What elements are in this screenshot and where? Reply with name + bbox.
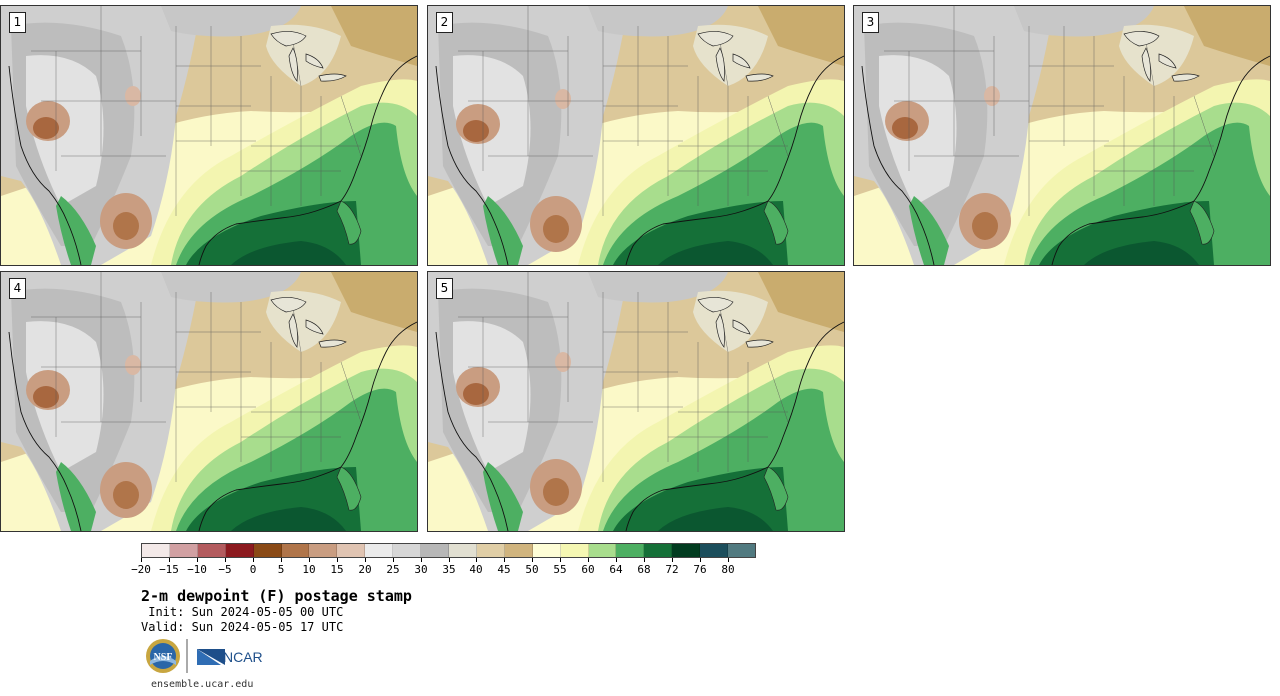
- colorbar-swatch: [476, 544, 505, 557]
- ensemble-member-map-1[interactable]: 1: [0, 5, 418, 266]
- colorbar-tick: [476, 558, 477, 562]
- colorbar-swatch: [644, 544, 673, 557]
- colorbar-tick: [281, 558, 282, 562]
- colorbar-tick-label: 40: [469, 563, 483, 576]
- colorbar-tick: [225, 558, 226, 562]
- colorbar-tick: [672, 558, 673, 562]
- colorbar-tick: [644, 558, 645, 562]
- colorbar-tick-labels: −20 −15 −10 −5 0 5 10 15 20 25 30 35 40 45 50 55 60 64 68 7…: [131, 558, 756, 578]
- colorbar-swatch: [281, 544, 310, 557]
- colorbar-swatch: [504, 544, 533, 557]
- colorbar-tick-label: 64: [609, 563, 623, 576]
- nsf-logo-icon: NSF: [146, 639, 180, 673]
- ensemble-member-map-3[interactable]: 3: [853, 5, 1271, 266]
- colorbar-tick: [532, 558, 533, 562]
- member-number-badge: 1: [9, 12, 26, 33]
- colorbar-tick-label: 30: [414, 563, 428, 576]
- colorbar-tick: [253, 558, 254, 562]
- colorbar-tick-label: 72: [665, 563, 679, 576]
- dewpoint-map-image: [428, 272, 844, 531]
- ensemble-member-map-2[interactable]: 2: [427, 5, 845, 266]
- colorbar-tick-label: 80: [721, 563, 735, 576]
- colorbar-swatch: [393, 544, 422, 557]
- valid-time: Valid: Sun 2024-05-05 17 UTC: [141, 620, 344, 634]
- svg-text:NCAR: NCAR: [223, 649, 263, 665]
- colorbar-tick: [337, 558, 338, 562]
- colorbar-swatch: [253, 544, 282, 557]
- colorbar-swatch: [142, 544, 170, 557]
- dewpoint-map-image: [854, 6, 1270, 265]
- colorbar-tick: [616, 558, 617, 562]
- colorbar-tick: [393, 558, 394, 562]
- colorbar-tick-label: −10: [187, 563, 207, 576]
- colorbar-tick: [169, 558, 170, 562]
- member-number-badge: 3: [862, 12, 879, 33]
- colorbar-tick: [504, 558, 505, 562]
- colorbar-tick: [309, 558, 310, 562]
- colorbar-tick: [728, 558, 729, 562]
- colorbar-tick-label: 55: [553, 563, 567, 576]
- member-number-badge: 5: [436, 278, 453, 299]
- member-number-badge: 2: [436, 12, 453, 33]
- colorbar-swatch: [728, 544, 755, 557]
- colorbar-tick: [588, 558, 589, 562]
- colorbar-tick-label: 50: [525, 563, 539, 576]
- colorbar-swatch: [169, 544, 198, 557]
- init-time: Init: Sun 2024-05-05 00 UTC: [141, 605, 344, 619]
- ensemble-member-map-5[interactable]: 5: [427, 271, 845, 532]
- colorbar-swatch: [448, 544, 477, 557]
- dewpoint-map-image: [1, 6, 417, 265]
- dewpoint-colorbar: [141, 543, 756, 558]
- colorbar-swatch: [700, 544, 729, 557]
- colorbar-swatch: [588, 544, 617, 557]
- colorbar-tick-label: 15: [330, 563, 344, 576]
- colorbar-tick-label: 45: [497, 563, 511, 576]
- colorbar-tick: [141, 558, 142, 562]
- colorbar-tick-label: 25: [386, 563, 400, 576]
- colorbar-tick-label: −15: [159, 563, 179, 576]
- colorbar-tick-label: 0: [249, 563, 257, 576]
- colorbar-swatch: [365, 544, 394, 557]
- ncar-logo-icon: NCAR: [197, 649, 263, 665]
- website-link[interactable]: ensemble.ucar.edu: [151, 679, 254, 690]
- dewpoint-map-image: [428, 6, 844, 265]
- colorbar-tick-label: 60: [581, 563, 595, 576]
- colorbar-swatch: [672, 544, 701, 557]
- colorbar-tick-label: 20: [358, 563, 372, 576]
- colorbar-tick-label: −5: [218, 563, 232, 576]
- colorbar-swatch: [337, 544, 366, 557]
- colorbar-swatch: [532, 544, 561, 557]
- svg-text:NSF: NSF: [154, 652, 173, 663]
- colorbar-tick-label: 5: [277, 563, 285, 576]
- ensemble-member-map-4[interactable]: 4: [0, 271, 418, 532]
- colorbar-tick-label: 35: [442, 563, 456, 576]
- sponsor-logos: NSF NCAR: [146, 639, 263, 673]
- dewpoint-map-image: [1, 272, 417, 531]
- colorbar-tick-label: −20: [131, 563, 151, 576]
- colorbar-tick: [197, 558, 198, 562]
- colorbar-tick: [421, 558, 422, 562]
- member-number-badge: 4: [9, 278, 26, 299]
- colorbar-tick-label: 76: [693, 563, 707, 576]
- colorbar-tick-label: 68: [637, 563, 651, 576]
- colorbar-tick: [365, 558, 366, 562]
- colorbar-swatch: [225, 544, 254, 557]
- colorbar-tick: [700, 558, 701, 562]
- colorbar-swatch: [309, 544, 338, 557]
- colorbar-swatch: [616, 544, 645, 557]
- colorbar-tick: [560, 558, 561, 562]
- colorbar-tick: [449, 558, 450, 562]
- colorbar-swatch: [197, 544, 226, 557]
- figure-title: 2-m dewpoint (F) postage stamp: [141, 587, 412, 605]
- colorbar-swatch: [560, 544, 589, 557]
- colorbar-tick-label: 10: [302, 563, 316, 576]
- colorbar-swatch: [421, 544, 449, 557]
